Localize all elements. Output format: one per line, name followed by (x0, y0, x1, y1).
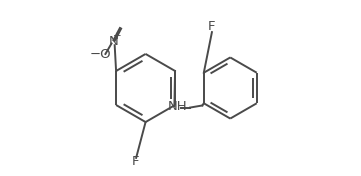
Text: F: F (207, 20, 215, 33)
Text: F: F (132, 155, 140, 168)
Text: +: + (113, 32, 122, 42)
Text: NH: NH (168, 100, 188, 113)
Text: −O: −O (90, 48, 111, 61)
Text: N: N (108, 35, 118, 48)
